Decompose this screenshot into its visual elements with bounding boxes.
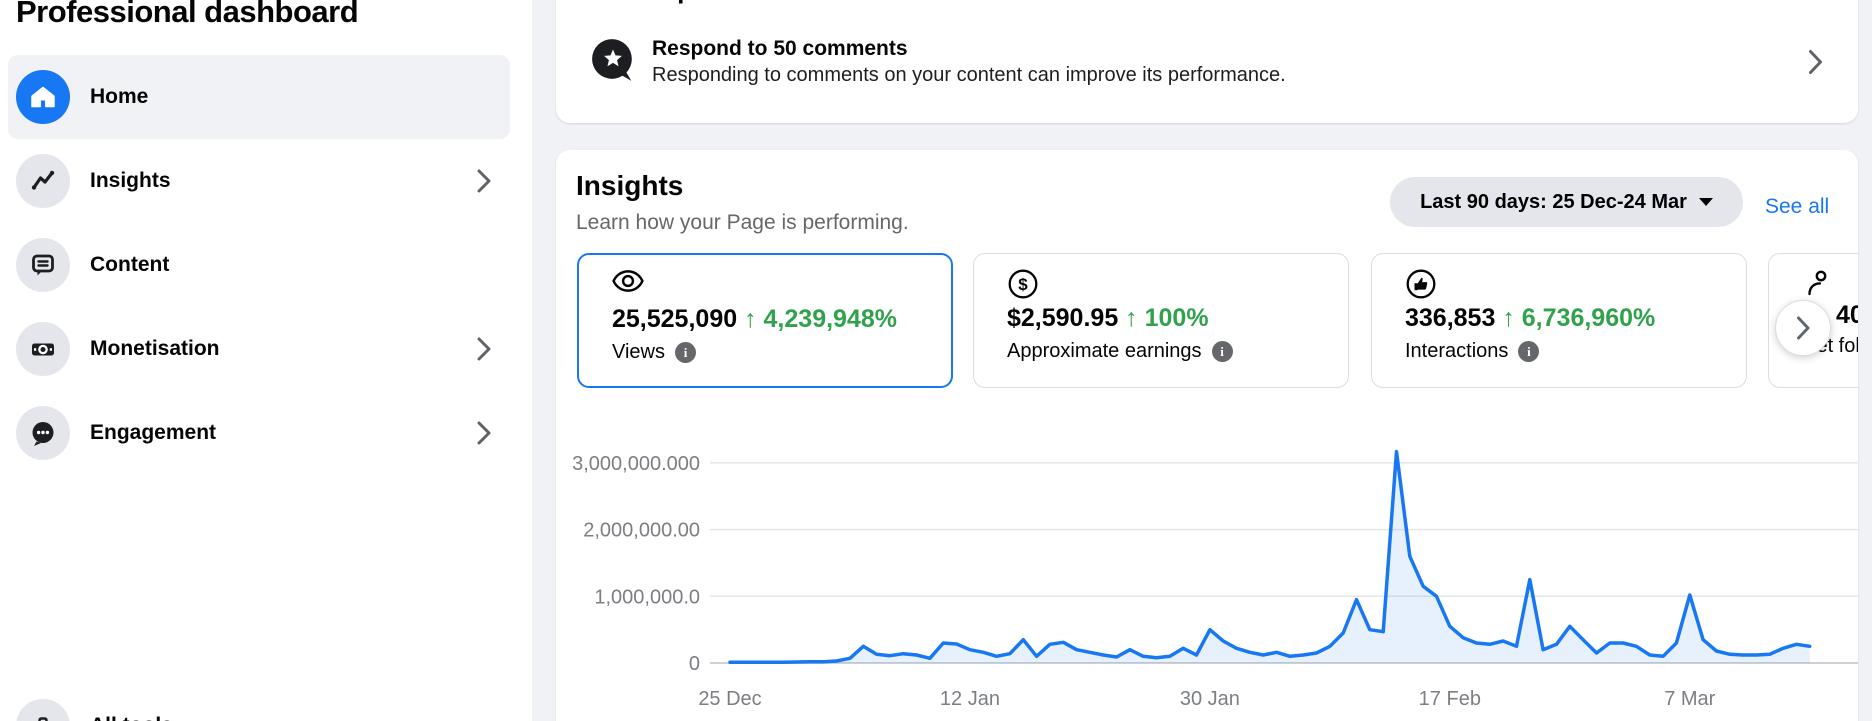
svg-text:30 Jan: 30 Jan <box>1180 688 1240 710</box>
dollar-icon: $ <box>1007 268 1328 299</box>
task-texts: Respond to 50 comments Responding to com… <box>652 36 1286 88</box>
svg-text:$: $ <box>1018 275 1028 294</box>
engagement-icon <box>16 406 70 460</box>
reaction-icon <box>1405 268 1726 299</box>
sidebar-item-label: Engagement <box>90 421 217 444</box>
interactions-label: Interactions i <box>1405 340 1726 363</box>
svg-text:17 Feb: 17 Feb <box>1419 688 1481 710</box>
sidebar-item-label: Content <box>90 253 170 276</box>
sidebar-item-all-tools[interactable]: All tools <box>8 684 510 721</box>
interactions-value: 336,853 ↑ 6,736,960% <box>1405 304 1656 332</box>
sidebar-item-monetisation[interactable]: Monetisation <box>8 307 510 391</box>
date-range-dropdown[interactable]: Last 90 days: 25 Dec-24 Mar <box>1390 177 1743 227</box>
earnings-delta: ↑ 100% <box>1125 304 1209 332</box>
earnings-label: Approximate earnings i <box>1007 340 1328 363</box>
metric-card-interactions[interactable]: 336,853 ↑ 6,736,960% Interactions i <box>1371 253 1747 388</box>
sidebar-item-engagement[interactable]: Engagement <box>8 391 510 475</box>
next-steps-card: Next steps Respond to 50 comments Respon… <box>556 0 1858 123</box>
page-title: Professional dashboard <box>16 0 359 29</box>
home-icon <box>16 70 70 124</box>
views-delta: ↑ 4,239,948% <box>744 305 897 333</box>
views-chart: 3,000,000.000 2,000,000.00 1,000,000.0 0 25 … <box>556 437 1858 721</box>
insights-icon <box>16 154 70 208</box>
followers-icon <box>1801 268 1831 298</box>
task-title: Respond to 50 comments <box>652 37 908 60</box>
sidebar-item-label: Monetisation <box>90 337 220 360</box>
all-tools-icon <box>16 699 70 721</box>
sidebar-item-label: All tools <box>90 714 173 721</box>
svg-text:2,000,000.00: 2,000,000.00 <box>583 520 700 542</box>
insights-card: Insights Learn how your Page is performi… <box>556 150 1858 721</box>
info-icon[interactable]: i <box>1211 341 1233 362</box>
svg-text:25 Dec: 25 Dec <box>698 688 761 710</box>
info-icon[interactable]: i <box>675 342 696 363</box>
interactions-delta: ↑ 6,736,960% <box>1502 304 1656 332</box>
sidebar-item-label: Insights <box>90 169 171 192</box>
views-label: Views i <box>612 341 931 364</box>
metrics-scroll-next-button[interactable] <box>1775 300 1831 356</box>
sidebar: Professional dashboard Home Insights Con… <box>0 0 532 721</box>
chevron-right-icon <box>476 336 492 362</box>
svg-text:1,000,000.0: 1,000,000.0 <box>594 586 700 608</box>
insights-chart-svg: 3,000,000.000 2,000,000.00 1,000,000.0 0 25 … <box>572 449 1858 710</box>
content-icon <box>16 238 70 292</box>
see-all-link[interactable]: See all <box>1765 195 1830 218</box>
sidebar-item-insights[interactable]: Insights <box>8 139 510 223</box>
task-description: Responding to comments on your content c… <box>652 64 1286 86</box>
metric-card-views[interactable]: 25,525,090 ↑ 4,239,948% Views i <box>577 253 953 388</box>
chevron-right-icon <box>476 168 492 194</box>
chevron-right-icon <box>1807 48 1824 76</box>
chevron-right-icon <box>476 420 492 446</box>
monetisation-icon <box>16 322 70 376</box>
insights-subtitle: Learn how your Page is performing. <box>576 211 909 234</box>
views-value: 25,525,090 ↑ 4,239,948% <box>612 305 897 333</box>
sidebar-item-home[interactable]: Home <box>8 55 510 139</box>
chevron-right-icon <box>1796 316 1809 340</box>
caret-down-icon <box>1698 198 1713 206</box>
net-followers-value: 40 <box>1836 301 1858 329</box>
sidebar-item-content[interactable]: Content <box>8 223 510 307</box>
metric-card-earnings[interactable]: $ $2,590.95 ↑ 100% Approximate earnings i <box>973 253 1349 388</box>
svg-text:12 Jan: 12 Jan <box>940 688 1000 710</box>
eye-icon <box>612 269 931 299</box>
info-icon[interactable]: i <box>1518 341 1540 362</box>
date-range-label: Last 90 days: 25 Dec-24 Mar <box>1420 190 1687 213</box>
sidebar-item-label: Home <box>90 85 149 108</box>
insights-title: Insights <box>576 170 684 201</box>
comment-star-icon <box>590 37 636 88</box>
svg-text:3,000,000.000: 3,000,000.000 <box>572 453 700 475</box>
svg-text:7 Mar: 7 Mar <box>1664 688 1715 710</box>
next-steps-task[interactable]: Respond to 50 comments Responding to com… <box>590 34 1824 90</box>
svg-text:0: 0 <box>689 653 700 675</box>
earnings-value: $2,590.95 ↑ 100% <box>1007 304 1209 332</box>
next-steps-heading: Next steps <box>576 0 708 5</box>
